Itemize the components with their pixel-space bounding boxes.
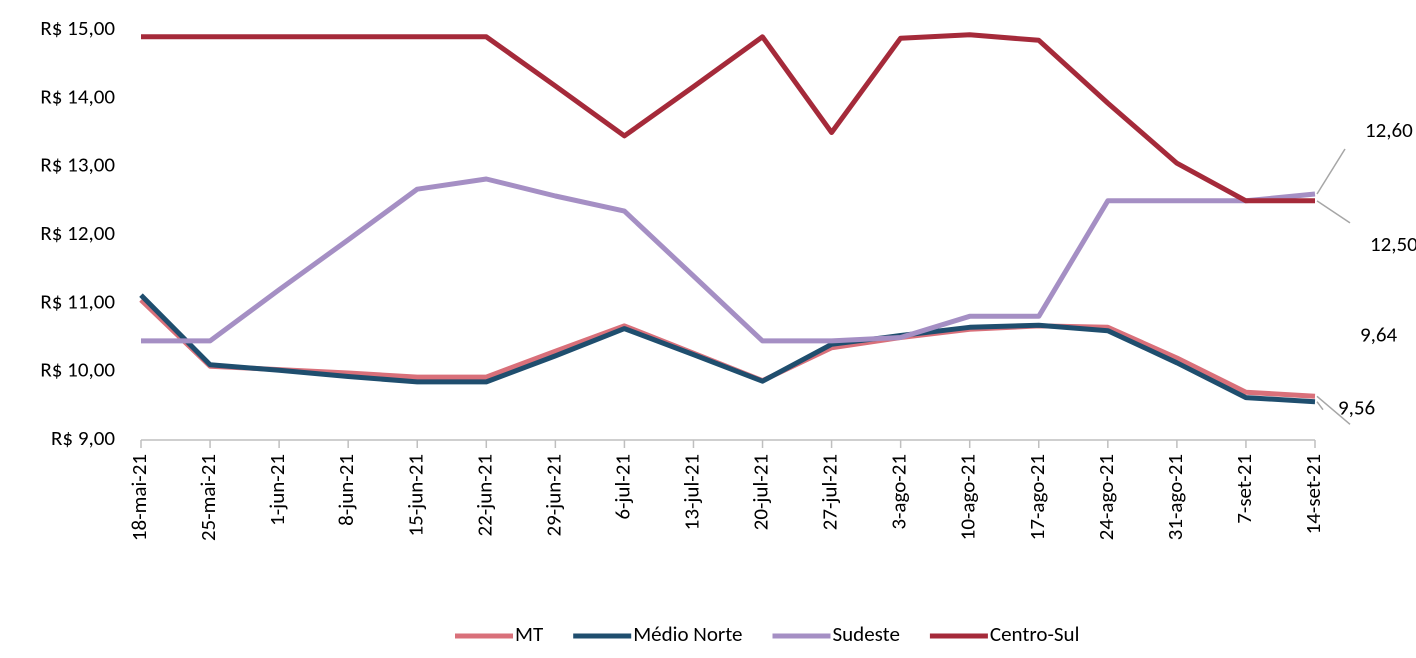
data-label: 12,50 bbox=[1370, 231, 1416, 257]
x-tick-label: 24-ago-21 bbox=[1093, 454, 1119, 540]
x-tick-label: 29-jun-21 bbox=[540, 454, 566, 537]
x-tick-label: 3-ago-21 bbox=[886, 454, 912, 530]
y-tick-label: R$ 10,00 bbox=[40, 357, 115, 383]
legend-label: Centro-Sul bbox=[990, 621, 1080, 647]
leader-line bbox=[1316, 395, 1351, 425]
y-tick-label: R$ 9,00 bbox=[51, 425, 115, 451]
x-tick-label: 10-ago-21 bbox=[955, 454, 981, 540]
x-tick-label: 20-jul-21 bbox=[748, 454, 774, 530]
x-tick-label: 27-jul-21 bbox=[817, 454, 843, 530]
x-tick-label: 25-mai-21 bbox=[195, 454, 221, 541]
data-label: 9,64 bbox=[1360, 321, 1398, 347]
data-label: 9,56 bbox=[1338, 395, 1375, 421]
x-tick-label: 31-ago-21 bbox=[1162, 454, 1188, 540]
legend-label: Sudeste bbox=[833, 621, 900, 647]
series-line bbox=[139, 298, 1316, 399]
x-tick-label: 6-jul-21 bbox=[609, 454, 635, 520]
y-tick-label: R$ 11,00 bbox=[40, 288, 115, 314]
legend-label: MT bbox=[515, 621, 543, 647]
legend-label: Médio Norte bbox=[633, 621, 742, 647]
y-tick-label: R$ 15,00 bbox=[40, 15, 115, 41]
leader-line bbox=[1316, 200, 1351, 224]
series-line bbox=[139, 293, 1316, 405]
x-tick-label: 22-jun-21 bbox=[471, 454, 497, 537]
x-tick-label: 13-jul-21 bbox=[678, 454, 704, 530]
y-tick-label: R$ 13,00 bbox=[40, 152, 115, 178]
series-line bbox=[141, 176, 1316, 344]
series-line bbox=[141, 32, 1315, 204]
x-tick-label: 18-mai-21 bbox=[126, 454, 152, 541]
leader-line bbox=[1316, 401, 1324, 411]
x-tick-label: 1-jun-21 bbox=[264, 454, 290, 526]
y-tick-label: R$ 12,00 bbox=[40, 220, 115, 246]
x-tick-label: 8-jun-21 bbox=[333, 454, 359, 526]
leader-line bbox=[1316, 148, 1346, 195]
y-tick-label: R$ 14,00 bbox=[40, 83, 115, 109]
x-tick-label: 17-ago-21 bbox=[1024, 454, 1050, 540]
x-tick-label: 15-jun-21 bbox=[402, 454, 428, 537]
data-label: 12,60 bbox=[1365, 117, 1413, 143]
x-tick-label: 14-set-21 bbox=[1300, 454, 1326, 534]
x-tick-label: 7-set-21 bbox=[1231, 454, 1257, 524]
